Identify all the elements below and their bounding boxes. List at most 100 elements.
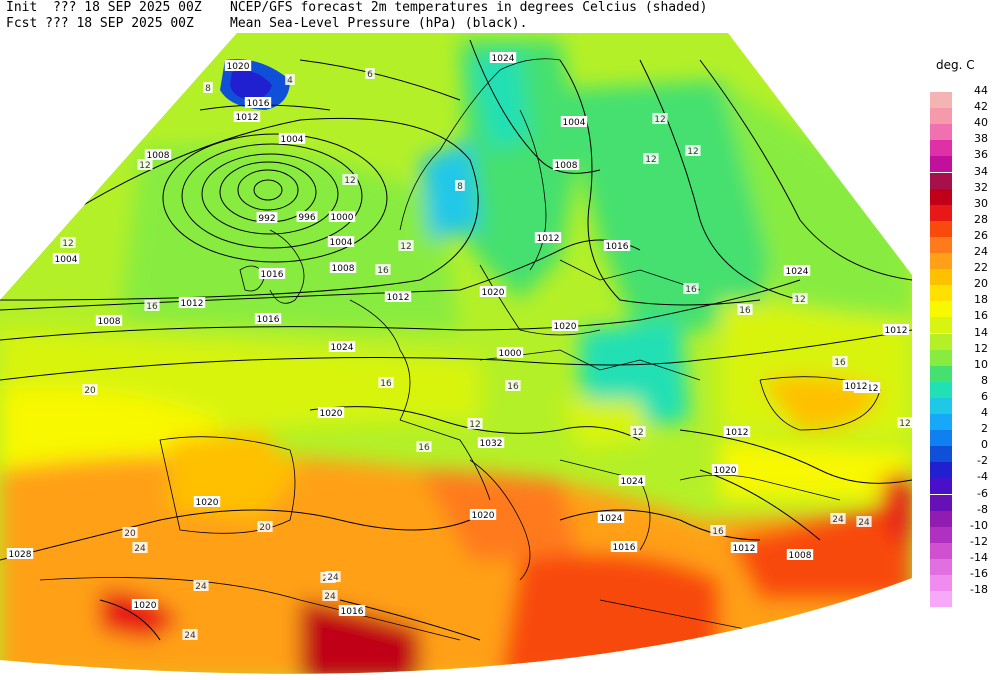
legend-swatch: [930, 204, 952, 221]
isobar-label-text: 1012: [387, 293, 410, 303]
temperature-label: 12: [60, 237, 76, 249]
temperature-label: 16: [144, 300, 160, 312]
isobar-label: 1008: [95, 315, 123, 327]
legend-level: -12: [928, 535, 998, 559]
isobar-label: 1020: [479, 286, 507, 298]
legend-level: -18: [928, 583, 998, 608]
isobar-label: 1024: [489, 52, 517, 64]
isobar-label: 1008: [144, 149, 172, 161]
legend-level: 32: [928, 181, 998, 205]
isobar-label-text: 1020: [196, 498, 219, 508]
legend-level: 0: [928, 438, 998, 463]
isobar-label-text: 1012: [845, 382, 868, 392]
isobar-label: 1012: [178, 297, 206, 309]
legend-level: 6: [928, 390, 998, 414]
legend-swatch: [930, 140, 952, 157]
isobar-label: 1020: [317, 407, 345, 419]
isobar-label: 992: [256, 212, 278, 224]
legend-label: 4: [981, 406, 988, 419]
legend-swatch: [930, 220, 952, 237]
isobar-label: 1024: [597, 512, 625, 524]
isobar-label-text: 1024: [786, 267, 809, 277]
legend-level: -16: [928, 567, 998, 591]
temperature-label: 24: [132, 542, 148, 554]
isobar-label-text: 992: [258, 214, 275, 224]
isobar-label: 1016: [338, 605, 366, 617]
isobar-label-text: 1008: [98, 317, 121, 327]
temperature-label: 16: [832, 356, 848, 368]
legend-swatch: [930, 172, 952, 189]
isobar-label: 1012: [842, 380, 870, 392]
temperature-label-text: 24: [327, 573, 339, 583]
isobar-label-text: 1000: [331, 213, 354, 223]
isobar-label-text: 1000: [499, 349, 522, 359]
legend-level: 30: [928, 197, 998, 221]
legend-label: -4: [977, 470, 988, 484]
isobar-label-text: 1016: [606, 242, 629, 252]
legend-swatch: [930, 494, 952, 511]
temperature-label-text: 12: [654, 115, 665, 125]
legend-label: 12: [974, 341, 988, 355]
temperature-label-text: 16: [739, 306, 751, 316]
legend-level: 36: [928, 148, 998, 173]
isobar-label-text: 1012: [733, 544, 756, 554]
temperature-label-text: 16: [146, 302, 158, 312]
isobar-label: 1012: [534, 232, 562, 244]
isobar-label: 1028: [6, 548, 34, 560]
isobar-label-text: 996: [298, 213, 315, 223]
legend-level: 8: [928, 374, 998, 398]
temperature-label: 12: [897, 417, 912, 429]
isobar-label-text: 1032: [480, 439, 503, 449]
isobar-label: 1012: [723, 426, 751, 438]
isobar-label-text: 1020: [554, 322, 577, 332]
legend-label: 44: [974, 84, 988, 97]
isobar-label-text: 1016: [257, 315, 280, 325]
isobar-label-text: 1020: [134, 601, 157, 611]
isobar-label: 1008: [329, 262, 357, 274]
isobar-label-text: 1028: [9, 550, 32, 560]
isobar-label: 1020: [224, 60, 252, 72]
legend-swatch: [930, 365, 952, 382]
legend-label: 22: [974, 261, 988, 275]
isobar-label-text: 1016: [613, 543, 636, 553]
temperature-label: 6: [365, 68, 375, 80]
isobar-label-text: 1008: [555, 161, 578, 171]
temperature-label: 20: [257, 521, 273, 533]
temperature-label: 24: [322, 590, 338, 602]
temperature-label-text: 20: [84, 386, 96, 396]
legend-swatch: [930, 156, 952, 173]
legend-level: -6: [928, 487, 998, 511]
legend-swatch: [930, 269, 952, 286]
temperature-label: 24: [325, 571, 341, 583]
legend-swatch: [930, 575, 952, 591]
legend-swatch: [930, 462, 952, 479]
legend-label: -12: [970, 534, 988, 548]
legend-level: 18: [928, 293, 998, 318]
temperature-label: 12: [643, 153, 659, 165]
legend-swatch: [930, 397, 952, 414]
isobar-label: 1000: [496, 347, 524, 359]
legend-swatch: [930, 510, 952, 527]
temperature-label-text: 16: [507, 382, 519, 392]
isobar-label: 1020: [551, 320, 579, 332]
isobar-label-text: 1008: [147, 151, 170, 161]
temperature-label: 20: [82, 384, 98, 396]
legend-label: 16: [974, 309, 988, 323]
legend-level: 22: [928, 261, 998, 286]
legend-swatch: [930, 301, 952, 318]
legend-level: 14: [928, 326, 998, 350]
legend-label: 6: [981, 389, 988, 403]
legend-label: 36: [974, 148, 988, 162]
legend-label: 30: [974, 196, 988, 210]
isobar-label: 1004: [278, 133, 306, 145]
temperature-label-text: 24: [324, 592, 336, 602]
legend-label: -8: [977, 502, 988, 516]
temperature-label-text: 16: [418, 443, 430, 453]
legend-swatch: [930, 381, 952, 398]
legend-swatch: [930, 349, 952, 366]
legend-level: 2: [928, 422, 998, 447]
temperature-label-text: 8: [205, 84, 211, 94]
isobar-label: 1020: [193, 496, 221, 508]
